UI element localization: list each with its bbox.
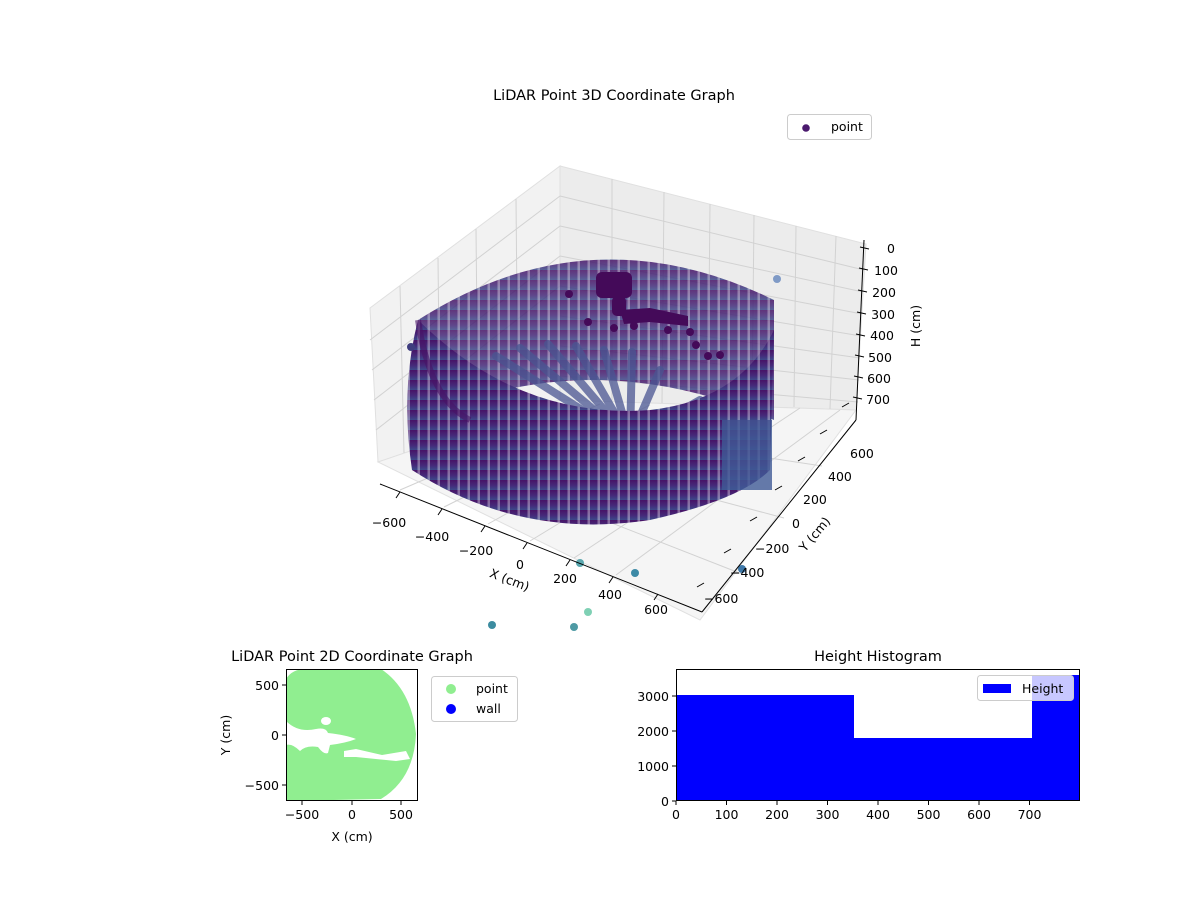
z-tick-3d: 600 <box>867 371 891 386</box>
y-tick-2d: 500 <box>255 678 279 693</box>
hist-y-tick: 1000 <box>637 759 669 774</box>
x-tick-3d: 400 <box>598 587 622 602</box>
legend-hist: Height <box>977 675 1074 701</box>
hist-bar <box>854 738 1032 801</box>
hist-bar <box>676 695 854 801</box>
legend-label-point: point <box>831 119 863 134</box>
x-axis-label-2d: X (cm) <box>331 829 372 844</box>
x-axis-3d: −600 −400 −200 0 200 400 600 X (cm) <box>372 483 703 617</box>
legend-label-wall: wall <box>476 701 501 716</box>
x-tick-3d: −200 <box>459 543 493 558</box>
x-tick-3d: 0 <box>516 557 524 572</box>
y-tick-2d: 0 <box>271 728 279 743</box>
hist-x-tick: 700 <box>1018 807 1042 822</box>
legend-marker-point <box>802 124 810 132</box>
legend-label-point: point <box>476 681 508 696</box>
z-tick-3d: 0 <box>887 241 895 256</box>
y-axis-label-3d: Y (cm) <box>795 514 833 555</box>
hist-x-tick: 300 <box>816 807 840 822</box>
legend-swatch-height <box>983 684 1011 693</box>
legend-marker-point <box>446 684 456 694</box>
z-tick-3d: 100 <box>874 263 898 278</box>
x-tick-3d: −400 <box>415 529 449 544</box>
hist-x-tick: 200 <box>765 807 789 822</box>
z-tick-3d: 300 <box>871 307 895 322</box>
z-tick-3d: 400 <box>870 328 894 343</box>
y-tick-3d: 600 <box>850 446 874 461</box>
z-tick-3d: 200 <box>872 285 896 300</box>
y-tick-3d: −400 <box>730 565 764 580</box>
plot-3d: LiDAR Point 3D Coordinate Graph <box>369 88 923 631</box>
plot-2d-area <box>286 669 418 801</box>
x-tick-3d: 600 <box>644 602 668 617</box>
z-axis-label-3d: H (cm) <box>908 305 923 347</box>
x-tick-2d: 0 <box>348 807 356 822</box>
legend-2d: point wall <box>431 676 518 722</box>
histogram-title: Height Histogram <box>814 649 942 665</box>
legend-marker-wall <box>446 704 456 714</box>
z-tick-3d: 500 <box>868 350 892 365</box>
hist-x-tick: 0 <box>672 807 680 822</box>
hist-x-tick: 500 <box>917 807 941 822</box>
z-tick-3d: 700 <box>866 392 890 407</box>
y-tick-3d: 400 <box>828 469 852 484</box>
x-tick-3d: 200 <box>553 571 577 586</box>
hist-y-tick: 0 <box>661 794 669 809</box>
z-axis-3d: 0 100 200 300 400 500 600 700 H (cm) <box>852 239 923 421</box>
scatter-3d-points <box>407 259 781 631</box>
hist-x-tick: 400 <box>866 807 890 822</box>
legend-3d: point <box>787 114 872 140</box>
plot-2d-ticks <box>282 684 402 805</box>
plot-2d-title: LiDAR Point 2D Coordinate Graph <box>231 649 473 665</box>
y-axis-label-2d: Y (cm) <box>218 715 233 756</box>
y-tick-3d: −200 <box>755 541 789 556</box>
plot-3d-title: LiDAR Point 3D Coordinate Graph <box>493 88 735 104</box>
y-tick-2d: −500 <box>245 778 279 793</box>
hist-x-tick: 100 <box>715 807 739 822</box>
hist-x-tick: 600 <box>967 807 991 822</box>
y-tick-3d: 0 <box>792 516 800 531</box>
legend-label-height: Height <box>1022 681 1063 696</box>
x-axis-label-3d: X (cm) <box>488 565 532 594</box>
histogram: Height Histogram 0 100 200 300 <box>637 649 1080 822</box>
hist-y-tick: 3000 <box>637 689 669 704</box>
y-tick-3d: −600 <box>704 591 738 606</box>
plot-2d: LiDAR Point 2D Coordinate Graph −500 0 5… <box>218 649 518 844</box>
y-tick-3d: 200 <box>803 492 827 507</box>
histogram-bars <box>676 675 1080 801</box>
hist-ticks <box>672 695 1030 805</box>
hist-y-tick: 2000 <box>637 724 669 739</box>
x-tick-2d: 500 <box>389 807 413 822</box>
x-tick-2d: −500 <box>285 807 319 822</box>
x-tick-3d: −600 <box>372 515 406 530</box>
